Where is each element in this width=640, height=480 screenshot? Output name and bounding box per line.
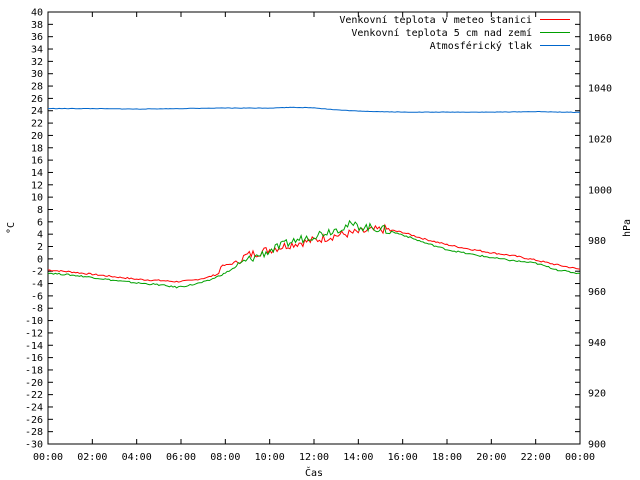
- x-tick-label: 04:00: [122, 452, 152, 463]
- x-tick-label: 10:00: [255, 452, 285, 463]
- y-left-tick-label: 4: [37, 230, 43, 241]
- y-left-tick-label: 38: [31, 20, 43, 31]
- y-left-tick-label: -4: [31, 279, 43, 290]
- y-left-tick-label: -8: [31, 304, 43, 315]
- y-left-tick-label: -20: [25, 378, 43, 389]
- y-left-axis: -30-28-26-24-22-20-18-16-14-12-10-8-6-4-…: [25, 8, 580, 451]
- y-left-tick-label: 28: [31, 82, 43, 93]
- y-left-tick-label: -14: [25, 341, 43, 352]
- x-tick-label: 16:00: [388, 452, 418, 463]
- y-right-tick-label: 1040: [588, 84, 612, 95]
- y-left-tick-label: -26: [25, 415, 43, 426]
- y-left-tick-label: 8: [37, 205, 43, 216]
- y-left-tick-label: 20: [31, 131, 43, 142]
- y-left-tick-label: 2: [37, 242, 43, 253]
- y-right-axis: 900 920 940 960 980 1000 1020 1040 1060: [588, 33, 612, 451]
- y-left-tick-label: -18: [25, 365, 43, 376]
- y-left-tick-label: 36: [31, 32, 43, 43]
- y-left-tick-label: -22: [25, 390, 43, 401]
- y-left-tick-label: 32: [31, 57, 43, 68]
- y-left-tick-label: 10: [31, 193, 43, 204]
- y-left-tick-label: 22: [31, 119, 43, 130]
- y-right-tick-label: 940: [588, 338, 606, 349]
- series-line: [48, 223, 581, 283]
- y-right-tick-label: 960: [588, 287, 606, 298]
- y-left-axis-label: °C: [6, 222, 17, 234]
- x-tick-label: 00:00: [565, 452, 595, 463]
- y-left-tick-label: 12: [31, 180, 43, 191]
- legend-label: Venkovní teplota v meteo stanici: [339, 14, 532, 26]
- x-tick-label: 06:00: [166, 452, 196, 463]
- y-left-tick-label: 14: [31, 168, 43, 179]
- series-line: [47, 219, 581, 289]
- series-layer: [47, 106, 581, 289]
- y-left-tick-label: -28: [25, 427, 43, 438]
- legend-label: Venkovní teplota 5 cm nad zemí: [351, 27, 532, 39]
- y-left-tick-label: 0: [37, 254, 43, 265]
- y-right-tick-label: 920: [588, 389, 606, 400]
- y-left-tick-label: -2: [31, 267, 43, 278]
- plot-frame: [47, 11, 581, 445]
- y-left-tick-label: 18: [31, 143, 43, 154]
- x-tick-label: 22:00: [521, 452, 551, 463]
- y-left-tick-label: -30: [25, 440, 43, 451]
- x-tick-label: 02:00: [77, 452, 107, 463]
- x-axis-label: Čas: [305, 466, 323, 479]
- y-right-tick-label: 900: [588, 440, 606, 451]
- y-left-tick-label: -12: [25, 328, 43, 339]
- x-tick-label: 18:00: [432, 452, 462, 463]
- y-left-tick-label: -10: [25, 316, 43, 327]
- x-tick-label: 14:00: [343, 452, 373, 463]
- x-axis: 00:00 02:00 04:00 06:00 08:00 10:00 12:00 14:00…: [33, 12, 595, 463]
- legend-label: Atmosférický tlak: [430, 40, 532, 52]
- y-right-tick-label: 1020: [588, 135, 612, 146]
- y-left-tick-label: 26: [31, 94, 43, 105]
- y-left-tick-label: 40: [31, 8, 43, 19]
- x-tick-label: 12:00: [299, 452, 329, 463]
- y-left-tick-label: -6: [31, 291, 43, 302]
- y-left-tick-label: 34: [31, 45, 43, 56]
- y-right-tick-label: 1060: [588, 33, 612, 44]
- y-left-tick-label: -16: [25, 353, 43, 364]
- y-right-tick-label: 980: [588, 236, 606, 247]
- y-left-tick-label: 16: [31, 156, 43, 167]
- x-tick-label: 08:00: [210, 452, 240, 463]
- legend: Venkovní teplota v meteo staniciVenkovní…: [339, 14, 570, 52]
- y-right-axis-label: hPa: [622, 219, 633, 237]
- x-tick-label: 00:00: [33, 452, 63, 463]
- y-left-tick-label: -24: [25, 402, 43, 413]
- y-left-tick-label: 30: [31, 69, 43, 80]
- y-left-tick-label: 24: [31, 106, 43, 117]
- x-tick-label: 20:00: [476, 452, 506, 463]
- series-line: [48, 106, 581, 114]
- y-left-tick-label: 6: [37, 217, 43, 228]
- y-right-tick-label: 1000: [588, 185, 612, 196]
